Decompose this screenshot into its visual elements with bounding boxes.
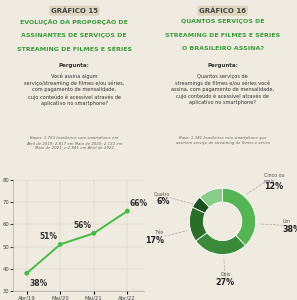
Text: STREAMING DE FILMES E SÉRIES: STREAMING DE FILMES E SÉRIES (165, 33, 280, 38)
Wedge shape (189, 207, 207, 241)
Text: Pergunta:: Pergunta: (207, 63, 238, 68)
Point (58, 242, 63, 247)
Text: Dois: Dois (220, 272, 230, 277)
Point (24, 271, 29, 276)
Text: Cinco ou
mais: Cinco ou mais (264, 173, 285, 184)
Text: 17%: 17% (146, 236, 165, 245)
Text: Um: Um (283, 219, 291, 224)
Text: QUANTOS SERVIÇOS DE: QUANTOS SERVIÇOS DE (181, 20, 265, 25)
Wedge shape (222, 188, 256, 245)
Text: 27%: 27% (216, 278, 235, 287)
Text: Três: Três (155, 230, 165, 235)
Text: 6%: 6% (156, 197, 170, 206)
Text: GRÁFICO 16: GRÁFICO 16 (199, 8, 246, 14)
Point (125, 209, 130, 214)
Text: 56%: 56% (73, 221, 91, 230)
Text: O BRASILEIRO ASSINA?: O BRASILEIRO ASSINA? (182, 46, 264, 52)
Wedge shape (200, 188, 222, 207)
Text: Você assina algum
serviço/streaming de filmes e/ou séries,
com pagamento de mens: Você assina algum serviço/streaming de f… (24, 74, 124, 106)
Text: 66%: 66% (130, 199, 148, 208)
Point (91, 231, 96, 236)
Text: 51%: 51% (40, 232, 58, 241)
Text: Bases: 1.763 brasileiros com smartphone em
Abril de 2019; 2.817 em Maio de 2020;: Bases: 1.763 brasileiros com smartphone … (26, 136, 122, 150)
Text: ASSINANTES DE SERVIÇOS DE: ASSINANTES DE SERVIÇOS DE (21, 33, 127, 38)
Text: GRÁFICO 15: GRÁFICO 15 (51, 8, 98, 14)
Text: STREAMING DE FILMES E SÉRIES: STREAMING DE FILMES E SÉRIES (17, 46, 132, 52)
Text: Base: 1.341 brasileiros com smartphone que
assinem serviço de streaming de filme: Base: 1.341 brasileiros com smartphone q… (176, 136, 270, 145)
Text: 38%: 38% (283, 225, 297, 234)
Text: 38%: 38% (29, 279, 48, 288)
Text: Quantos serviços de
streamings de filmes e/ou séries você
assina, com pagamento : Quantos serviços de streamings de filmes… (171, 74, 274, 106)
Wedge shape (196, 233, 245, 254)
Wedge shape (192, 197, 209, 213)
Text: Pergunta:: Pergunta: (59, 63, 90, 68)
Text: Quatro: Quatro (153, 191, 170, 196)
Text: EVOLUÇÃO DA PROPORÇÃO DE: EVOLUÇÃO DA PROPORÇÃO DE (20, 20, 128, 26)
Text: 12%: 12% (264, 182, 283, 191)
